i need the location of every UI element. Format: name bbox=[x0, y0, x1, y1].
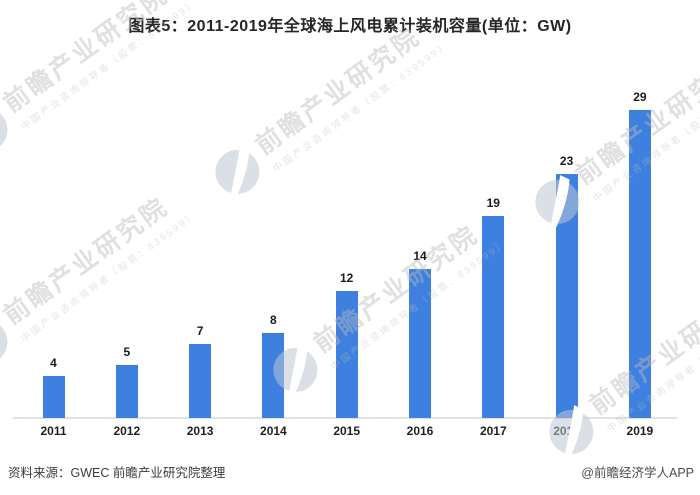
bar-value-label-2018: 23 bbox=[559, 153, 574, 168]
chart-title: 图表5：2011-2019年全球海上风电累计装机容量(单位：GW) bbox=[128, 18, 572, 35]
bar-2011 bbox=[42, 375, 65, 418]
bar-value-label-2017: 19 bbox=[486, 196, 500, 211]
watermark-subtext: 中国产业咨询领导者（股票：839599） bbox=[605, 299, 700, 435]
bar-2016 bbox=[409, 269, 431, 418]
bar-2017 bbox=[482, 216, 505, 418]
bar-value-label-2014: 8 bbox=[270, 313, 277, 328]
watermark: 前瞻产业研究院中国产业咨询领导者（股票：839599） bbox=[261, 204, 509, 405]
x-tick-label-2019: 2019 bbox=[626, 424, 654, 438]
credit-note: @前瞻经济学人APP bbox=[581, 466, 694, 480]
watermark-text: 前瞻产业研究院 bbox=[0, 192, 174, 331]
bar-value-label-2015: 12 bbox=[340, 270, 354, 285]
bar-value-label-2013: 7 bbox=[196, 323, 204, 338]
x-tick-label-2017: 2017 bbox=[479, 424, 507, 438]
x-tick-label-2013: 2013 bbox=[186, 424, 214, 438]
bar-value-label-2019: 29 bbox=[633, 90, 647, 105]
bar-2019 bbox=[628, 110, 651, 418]
x-tick-label-2015: 2015 bbox=[333, 424, 361, 438]
source-note: 资料来源：GWEC 前瞻产业研究院整理 bbox=[8, 466, 226, 480]
bar-2018 bbox=[555, 173, 578, 418]
bar-value-label-2011: 4 bbox=[50, 355, 57, 370]
x-tick-label-2018: 2018 bbox=[553, 424, 580, 438]
x-tick-label-2016: 2016 bbox=[406, 424, 434, 438]
watermark-subtext: 中国产业咨询领导者（股票：839599） bbox=[271, 39, 452, 175]
qianzhan-logo-icon bbox=[0, 96, 19, 163]
bar-2012 bbox=[115, 364, 138, 418]
x-tick-label-2014: 2014 bbox=[260, 424, 287, 438]
qianzhan-logo-icon bbox=[204, 138, 271, 205]
bar-value-label-2016: 14 bbox=[413, 249, 427, 264]
bar-value-label-2012: 5 bbox=[123, 344, 131, 359]
x-axis-line bbox=[13, 417, 677, 419]
qianzhan-logo-icon bbox=[0, 308, 19, 375]
x-tick-label-2011: 2011 bbox=[40, 424, 67, 438]
bar-2013 bbox=[189, 343, 212, 418]
bar-2015 bbox=[335, 290, 358, 418]
bar-2014 bbox=[262, 333, 285, 418]
x-tick-label-2012: 2012 bbox=[113, 424, 141, 438]
watermark: 前瞻产业研究院中国产业咨询领导者（股票：839599） bbox=[203, 6, 452, 207]
